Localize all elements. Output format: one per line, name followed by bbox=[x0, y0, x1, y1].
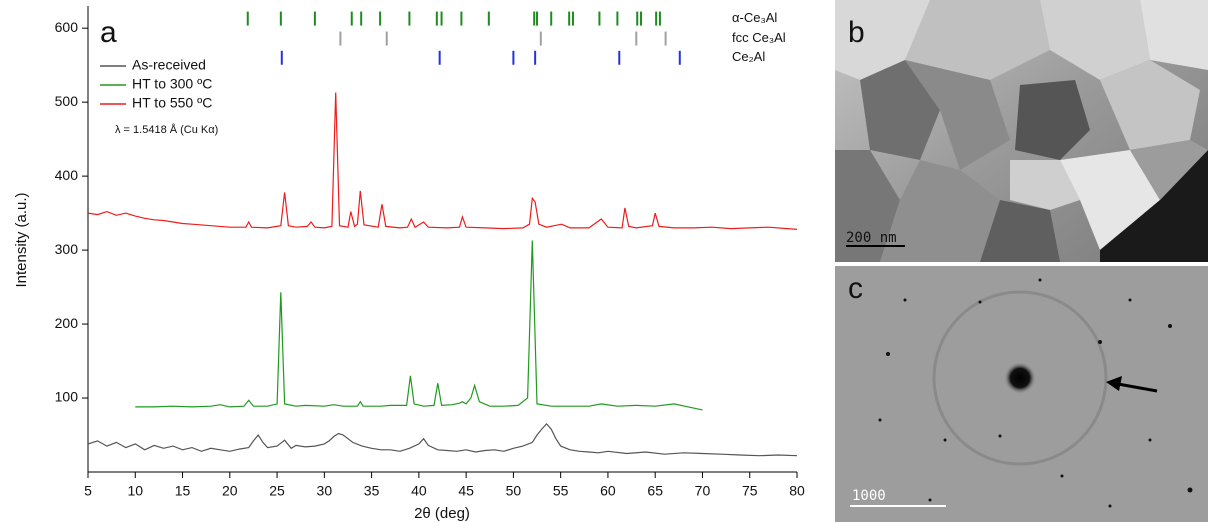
legend-label: HT to 550 ºC bbox=[132, 95, 212, 111]
micrograph-b: b 200 nm bbox=[835, 0, 1208, 262]
x-tick-label: 75 bbox=[742, 483, 758, 499]
reference-label: fcc Ce₃Al bbox=[732, 30, 786, 45]
panel-label: a bbox=[100, 16, 117, 49]
legend-label: HT to 300 ºC bbox=[132, 76, 212, 92]
reference-label: Ce₂Al bbox=[732, 49, 765, 64]
scale-bar-label: 200 nm bbox=[846, 230, 897, 246]
x-tick-label: 35 bbox=[364, 483, 380, 499]
data-line bbox=[87, 92, 798, 230]
x-tick-label: 45 bbox=[458, 483, 474, 499]
scale-bar-label: 1000 bbox=[852, 488, 886, 504]
x-tick-label: 50 bbox=[506, 483, 522, 499]
x-tick-label: 15 bbox=[175, 483, 191, 499]
x-tick-label: 55 bbox=[553, 483, 569, 499]
panel-label: c bbox=[848, 272, 863, 305]
y-axis-label: Intensity (a.u.) bbox=[13, 192, 30, 287]
x-tick-label: 70 bbox=[695, 483, 711, 499]
legend-label: As-received bbox=[132, 57, 206, 73]
reference-label: α-Ce₃Al bbox=[732, 10, 777, 25]
data-line bbox=[87, 423, 798, 457]
x-tick-label: 80 bbox=[789, 483, 805, 499]
y-tick-label: 100 bbox=[55, 389, 79, 405]
y-tick-label: 600 bbox=[55, 19, 79, 35]
y-tick-label: 500 bbox=[55, 93, 79, 109]
x-tick-label: 60 bbox=[600, 483, 616, 499]
annotation: λ = 1.5418 Å (Cu Kα) bbox=[115, 123, 218, 136]
x-tick-label: 20 bbox=[222, 483, 238, 499]
y-tick-label: 300 bbox=[55, 241, 79, 257]
x-tick-label: 10 bbox=[127, 483, 143, 499]
x-tick-label: 40 bbox=[411, 483, 427, 499]
y-tick-label: 400 bbox=[55, 167, 79, 183]
panel-label: b bbox=[848, 16, 865, 49]
y-tick-label: 200 bbox=[55, 315, 79, 331]
x-tick-label: 30 bbox=[317, 483, 333, 499]
micrograph-c: c 1000 bbox=[835, 266, 1208, 522]
x-tick-label: 25 bbox=[269, 483, 285, 499]
x-axis-label: 2θ (deg) bbox=[414, 505, 470, 522]
x-tick-label: 5 bbox=[84, 483, 92, 499]
x-tick-label: 65 bbox=[647, 483, 663, 499]
data-line bbox=[135, 240, 703, 411]
